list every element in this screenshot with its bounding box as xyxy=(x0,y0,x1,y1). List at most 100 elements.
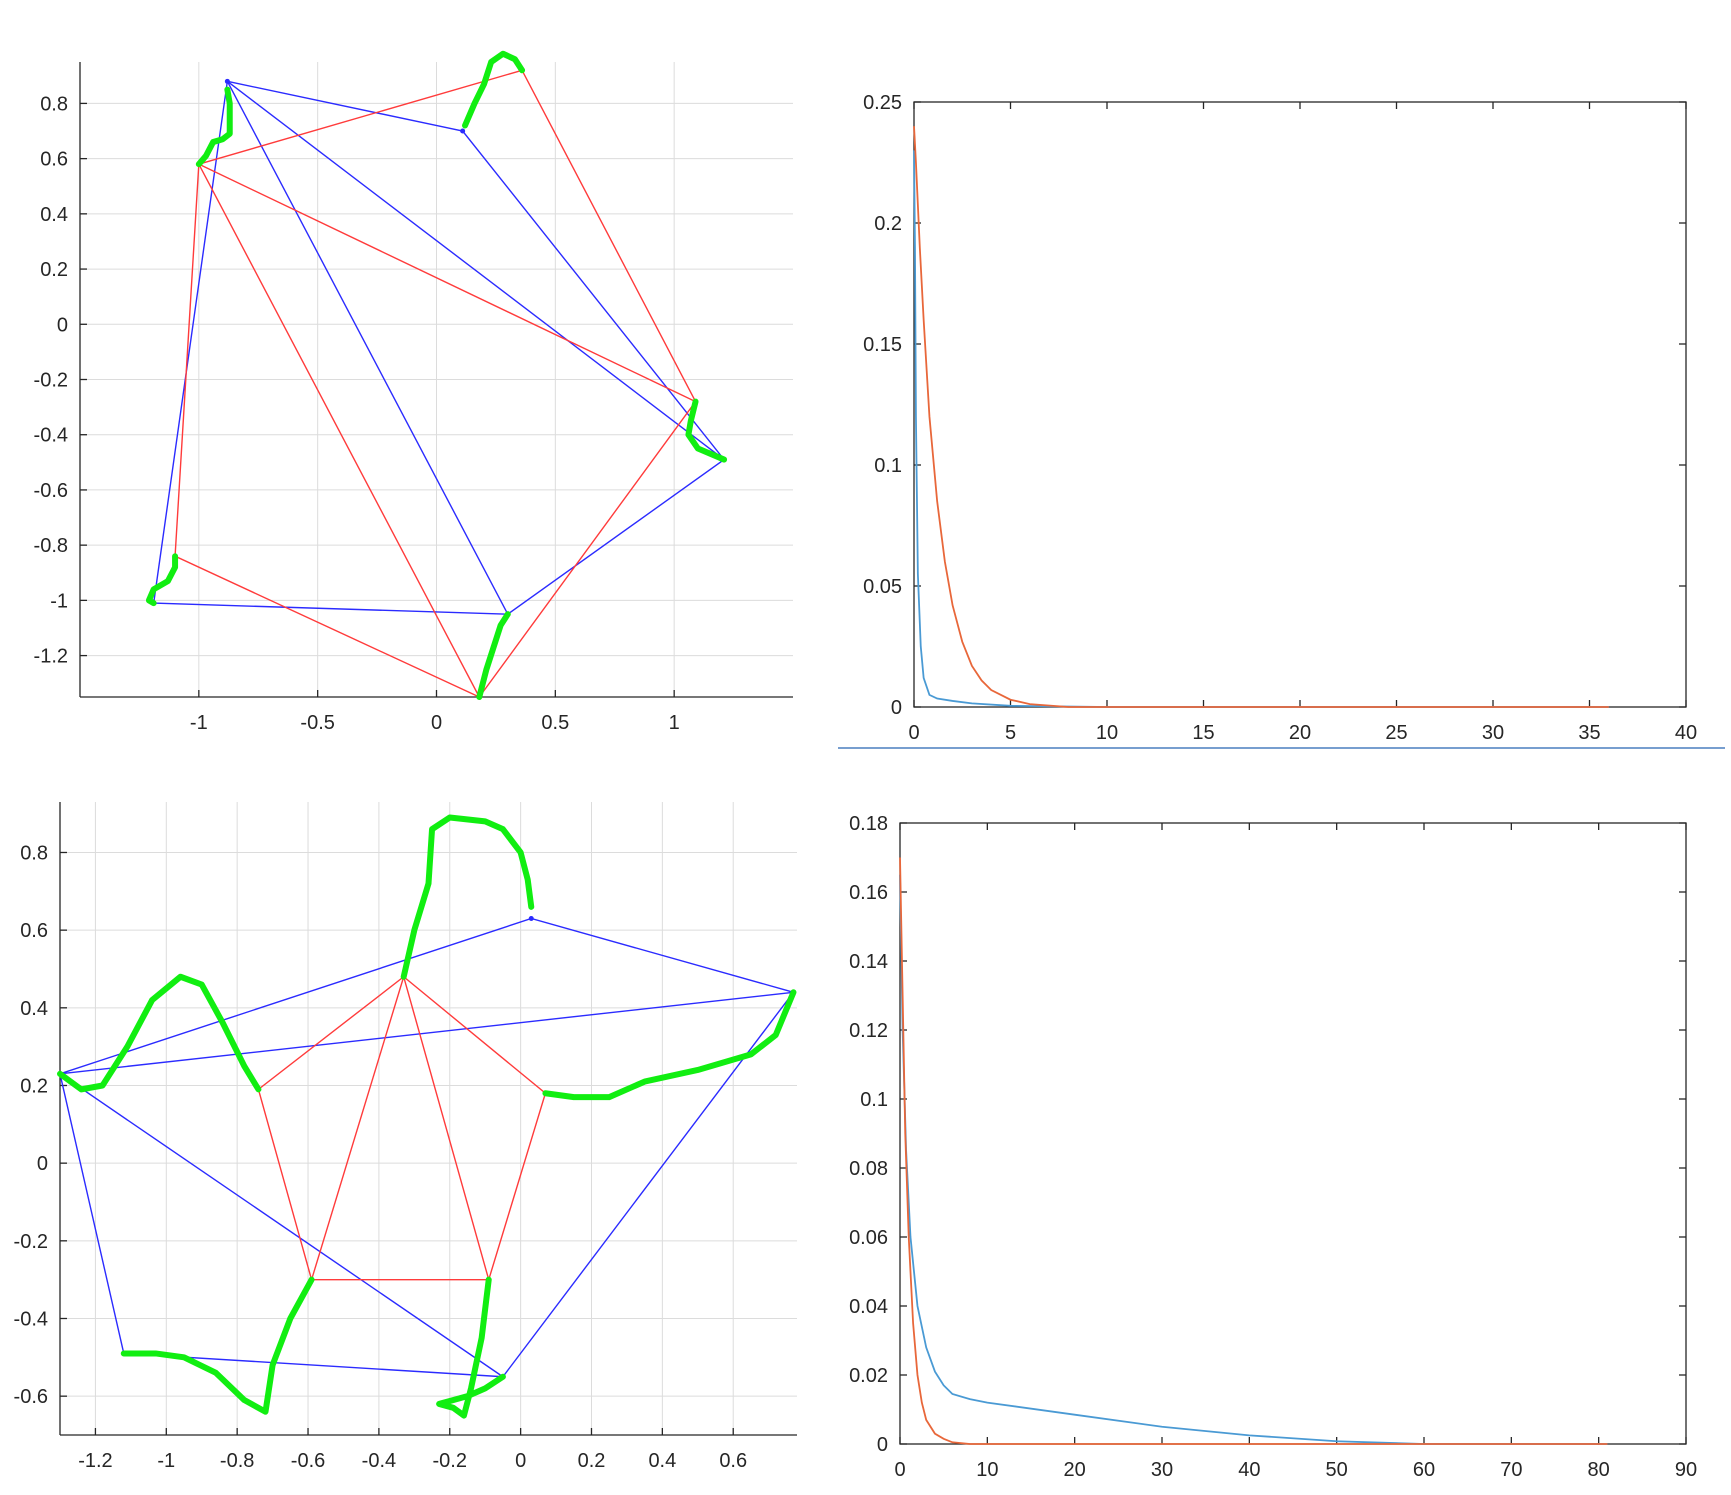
blue-polygon-vertex xyxy=(224,78,230,84)
red-polygon-diagonal xyxy=(310,976,405,1280)
series-line-blue xyxy=(899,874,1608,1445)
series-line-orange xyxy=(913,126,1609,708)
y-tick-label: 0.6 xyxy=(20,920,48,942)
chart-error2: 0 10 20 30 40 50 60 70 80 90 0 0.02 0.04 0.06 0.08 0.1 0… xyxy=(849,813,1697,1481)
plot-box xyxy=(899,822,1687,1445)
y-tick-label: 0 xyxy=(57,314,68,336)
blue-polygon-hidden-edge xyxy=(154,460,724,604)
y-tick-label: 0 xyxy=(877,1434,888,1456)
green-trajectory xyxy=(476,611,511,700)
y-tick-label: 0.04 xyxy=(849,1296,888,1318)
red-polygon-diagonal xyxy=(198,163,480,698)
y-tick-label: 0.4 xyxy=(20,998,48,1020)
x-tick-label: 10 xyxy=(976,1459,998,1481)
y-tick-label: 0.06 xyxy=(849,1227,888,1249)
chart-polygon2: -1.2 -1 -0.8 -0.6 -0.4 -0.2 0 0.2 0.4 0.6 0.8 0.6 0.… xyxy=(14,802,797,1472)
x-tick-label: 30 xyxy=(1482,722,1504,744)
y-tick-label: -0.4 xyxy=(14,1308,48,1330)
y-tick-label: 0.16 xyxy=(849,882,888,904)
y-tick-label: 0.2 xyxy=(20,1075,48,1097)
x-tick-label: 80 xyxy=(1588,1459,1610,1481)
x-tick-label: 0 xyxy=(908,722,919,744)
red-polygon-hidden-edge xyxy=(258,1089,488,1279)
y-tick-label: 0.2 xyxy=(40,259,68,281)
red-polygon-outline xyxy=(174,69,697,698)
blue-polygon-diagonal xyxy=(59,991,794,1075)
green-trajectory xyxy=(462,50,526,129)
blue-polygon-vertex xyxy=(528,916,534,922)
y-tick-label: -0.2 xyxy=(14,1231,48,1253)
blue-polygon-hidden-edge xyxy=(154,131,463,603)
green-trajectory xyxy=(145,553,179,607)
blue-polygon-outline xyxy=(152,80,726,615)
y-tick-label: -1.2 xyxy=(34,646,68,668)
green-trajectory xyxy=(542,989,797,1101)
y-tick-label: 0.18 xyxy=(849,813,888,835)
y-tick-label: 0.8 xyxy=(20,842,48,864)
x-tick-label: 0 xyxy=(515,1450,526,1472)
y-tick-label: 0.1 xyxy=(860,1089,888,1111)
red-polygon-hidden-edge xyxy=(175,70,522,556)
plot-box xyxy=(913,101,1687,708)
x-tick-label: 0.6 xyxy=(719,1450,747,1472)
blue-polygon-diagonal xyxy=(226,81,509,615)
x-tick-label: 20 xyxy=(1064,1459,1086,1481)
green-trajectory xyxy=(436,1276,506,1419)
y-tick-label: -0.4 xyxy=(34,425,68,447)
green-trajectory xyxy=(685,398,728,463)
blue-polygon-hidden-edge xyxy=(124,919,531,1354)
y-tick-label: 0 xyxy=(891,697,902,719)
x-tick-label: -0.8 xyxy=(220,1450,254,1472)
x-tick-label: -1 xyxy=(157,1450,175,1472)
red-polygon-hidden-edge xyxy=(175,402,695,557)
green-trajectory xyxy=(195,86,233,168)
x-tick-label: -1.2 xyxy=(78,1450,112,1472)
y-tick-label: -1 xyxy=(50,590,68,612)
y-tick-label: 0.15 xyxy=(863,334,902,356)
y-tick-label: -0.6 xyxy=(14,1386,48,1408)
red-polygon-hidden-edge xyxy=(258,1089,545,1093)
y-tick-label: 0.02 xyxy=(849,1365,888,1387)
x-tick-label: 70 xyxy=(1500,1459,1522,1481)
x-tick-label: 0 xyxy=(431,712,442,734)
x-tick-label: 50 xyxy=(1326,1459,1348,1481)
y-tick-label: 0.6 xyxy=(40,149,68,171)
y-tick-label: 0.8 xyxy=(40,93,68,115)
blue-polygon-vertex xyxy=(460,128,466,134)
chart-polygon1: -1 -0.5 0 0.5 1 0.8 0.6 0.4 0.2 0 -0.2 -0.4 -0.6 -0.8… xyxy=(34,50,793,734)
x-tick-label: -1 xyxy=(190,712,208,734)
y-tick-label: 0.08 xyxy=(849,1158,888,1180)
x-tick-label: 1 xyxy=(669,712,680,734)
x-tick-label: 10 xyxy=(1096,722,1118,744)
x-tick-label: 25 xyxy=(1385,722,1407,744)
series-line-blue xyxy=(913,150,1609,708)
y-tick-label: 0.25 xyxy=(863,92,902,114)
green-trajectory xyxy=(400,814,535,980)
y-tick-label: 0.1 xyxy=(874,455,902,477)
y-tick-label: -0.2 xyxy=(34,370,68,392)
y-tick-label: 0.14 xyxy=(849,951,888,973)
green-trajectory xyxy=(120,1276,315,1415)
blue-polygon-hidden-edge xyxy=(503,919,531,1377)
x-tick-label: 0.5 xyxy=(541,712,569,734)
x-tick-label: -0.4 xyxy=(362,1450,396,1472)
blue-polygon-outline xyxy=(59,917,795,1378)
y-tick-label: 0.4 xyxy=(40,204,68,226)
blue-polygon-diagonal xyxy=(59,1073,504,1378)
chart-error1: 0 5 10 15 20 25 30 35 40 0 0.05 0.1 0.15 0.2 0.25 xyxy=(863,92,1697,744)
red-polygon-diagonal xyxy=(403,976,490,1280)
y-tick-label: 0.05 xyxy=(863,576,902,598)
x-tick-label: 0.4 xyxy=(648,1450,676,1472)
x-tick-label: 5 xyxy=(1005,722,1016,744)
x-tick-label: 30 xyxy=(1151,1459,1173,1481)
series-line-orange xyxy=(899,857,1608,1445)
blue-polygon-diagonal xyxy=(226,80,725,461)
x-tick-label: 0 xyxy=(894,1459,905,1481)
x-tick-label: -0.2 xyxy=(433,1450,467,1472)
x-tick-label: 35 xyxy=(1578,722,1600,744)
y-tick-label: -0.8 xyxy=(34,535,68,557)
x-tick-label: 90 xyxy=(1675,1459,1697,1481)
red-polygon-diagonal xyxy=(198,163,696,403)
y-tick-label: -0.6 xyxy=(34,480,68,502)
x-tick-label: 20 xyxy=(1289,722,1311,744)
